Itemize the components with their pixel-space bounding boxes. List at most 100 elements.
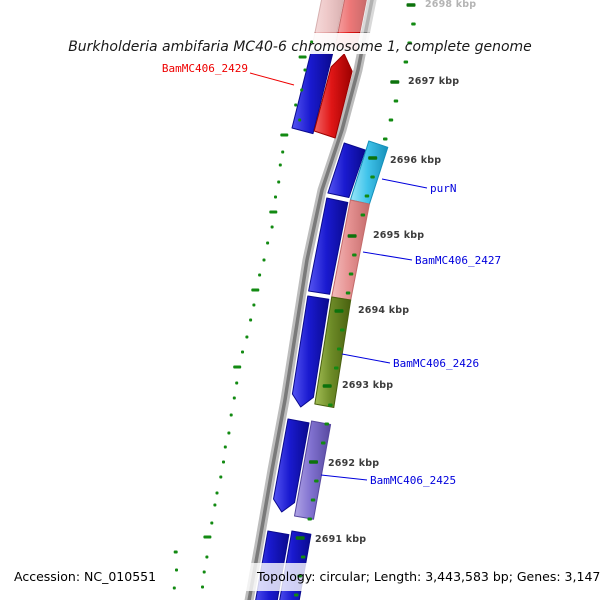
- gc-plot-dot: [270, 225, 274, 229]
- gc-plot-dot: [175, 568, 178, 572]
- gc-plot-dot: [303, 68, 307, 72]
- gene-name-label[interactable]: purN: [430, 182, 457, 195]
- ruler-tick-minor: [310, 498, 316, 502]
- gc-plot-dot: [213, 503, 217, 507]
- gc-plot-dot: [245, 335, 249, 339]
- gc-plot-dot: [262, 258, 266, 262]
- gc-plot-dot: [219, 475, 223, 479]
- ruler-tick-minor: [328, 403, 333, 407]
- ruler-tick-minor: [411, 22, 416, 26]
- gc-plot-dot: [229, 413, 233, 417]
- ruler-tick-minor: [321, 441, 326, 445]
- gene-name-label[interactable]: BamMC406_2429: [161, 62, 248, 75]
- label-leader-line: [381, 178, 428, 189]
- gc-plot-dot: [249, 318, 253, 322]
- ruler-tick-minor: [348, 272, 354, 276]
- gene-name-label[interactable]: BamMC406_2426: [393, 357, 480, 370]
- ruler-tick-minor: [314, 479, 319, 483]
- ruler-tick-major: [406, 3, 416, 7]
- gc-plot-dot: [241, 350, 244, 354]
- ruler-tick-major: [368, 156, 378, 160]
- ruler-position-label: 2698 kbp: [425, 0, 477, 10]
- ruler-position-label: 2694 kbp: [358, 305, 410, 316]
- title-backdrop: [58, 33, 540, 54]
- gc-plot-dot: [251, 288, 260, 292]
- status-accession: Accession: NC_010551: [14, 569, 157, 584]
- gc-plot-dot: [281, 150, 285, 154]
- ruler-position-label: 2693 kbp: [342, 380, 394, 391]
- gc-plot-dot: [252, 303, 256, 307]
- ruler-tick-minor: [324, 422, 329, 426]
- gc-plot-dot: [173, 550, 178, 554]
- ruler-tick-minor: [334, 366, 339, 370]
- ruler-tick-minor: [364, 194, 370, 198]
- gc-plot-dot: [274, 195, 277, 199]
- ruler-tick-minor: [370, 175, 375, 179]
- ruler-position-label: 2691 kbp: [315, 534, 367, 545]
- gc-plot-dot: [202, 570, 206, 574]
- gc-plot-dot: [205, 555, 209, 559]
- gene-right-blue-d[interactable]: [273, 418, 310, 513]
- gc-plot-dot: [235, 381, 239, 385]
- gc-plot-dot: [232, 396, 236, 400]
- ruler-tick-minor: [294, 593, 299, 597]
- gene-right-blue-a[interactable]: [327, 142, 366, 198]
- gene-right-blue-c[interactable]: [291, 295, 330, 408]
- gc-plot-dot: [298, 55, 307, 59]
- ruler-tick-minor: [360, 213, 366, 217]
- label-leader-line: [320, 474, 368, 481]
- gc-plot-dot: [258, 273, 262, 277]
- ruler-tick-major: [334, 309, 344, 313]
- ruler-tick-minor: [345, 291, 351, 295]
- ruler-tick-major: [309, 460, 318, 464]
- gc-plot-dot: [210, 521, 214, 525]
- gene-BamMC406_2426[interactable]: [314, 296, 352, 408]
- gc-plot-dot: [233, 365, 242, 369]
- ruler-tick-minor: [403, 60, 409, 64]
- ruler-tick-minor: [307, 517, 312, 521]
- gc-plot-dot: [227, 431, 231, 435]
- ruler-tick-major: [295, 536, 305, 540]
- backbone-arc: [247, 0, 374, 600]
- ruler-tick-minor: [337, 347, 342, 351]
- gc-plot-dot: [269, 210, 278, 214]
- gc-plot-dot: [223, 445, 227, 449]
- gc-plot-dot: [172, 586, 176, 590]
- gene-right-blue-b[interactable]: [308, 197, 349, 295]
- gc-plot-dot: [266, 241, 270, 245]
- ruler-position-label: 2692 kbp: [328, 458, 380, 469]
- ruler-tick-major: [347, 234, 357, 238]
- gc-plot-dot: [278, 163, 282, 167]
- top-fade-overlay: [0, 0, 600, 32]
- gene-name-label[interactable]: BamMC406_2427: [415, 254, 502, 267]
- ruler-tick-minor: [388, 118, 394, 122]
- gc-plot-dot: [277, 180, 281, 184]
- ruler-position-label: 2697 kbp: [408, 76, 460, 87]
- label-leader-line: [341, 353, 391, 364]
- gene-name-label[interactable]: BamMC406_2425: [370, 474, 457, 487]
- gene-BamMC406_2425[interactable]: [294, 420, 332, 520]
- gc-plot-dot: [215, 491, 219, 495]
- ruler-tick-minor: [340, 328, 345, 332]
- gc-plot-dot: [300, 88, 304, 92]
- label-leader-line: [362, 251, 413, 261]
- label-leader-line: [249, 72, 295, 86]
- ruler-tick-minor: [300, 555, 306, 559]
- ruler-tick-major: [390, 80, 400, 84]
- gc-plot-dot: [280, 133, 289, 137]
- status-summary: Topology: circular; Length: 3,443,583 bp…: [257, 569, 600, 584]
- ruler-tick-minor: [383, 137, 388, 141]
- ruler-tick-minor: [297, 574, 302, 578]
- ruler-tick-minor: [393, 99, 399, 103]
- gc-plot-dot: [310, 40, 314, 44]
- ruler-position-label: 2695 kbp: [373, 230, 425, 241]
- ruler-tick-minor: [407, 41, 412, 45]
- gc-plot-dot: [298, 118, 302, 122]
- gc-plot-dot: [203, 535, 212, 539]
- gc-plot-dot: [201, 585, 204, 589]
- ruler-tick-minor: [352, 253, 357, 257]
- gene-BamMC406_2429[interactable]: [313, 53, 353, 139]
- gc-plot-dot: [222, 460, 225, 464]
